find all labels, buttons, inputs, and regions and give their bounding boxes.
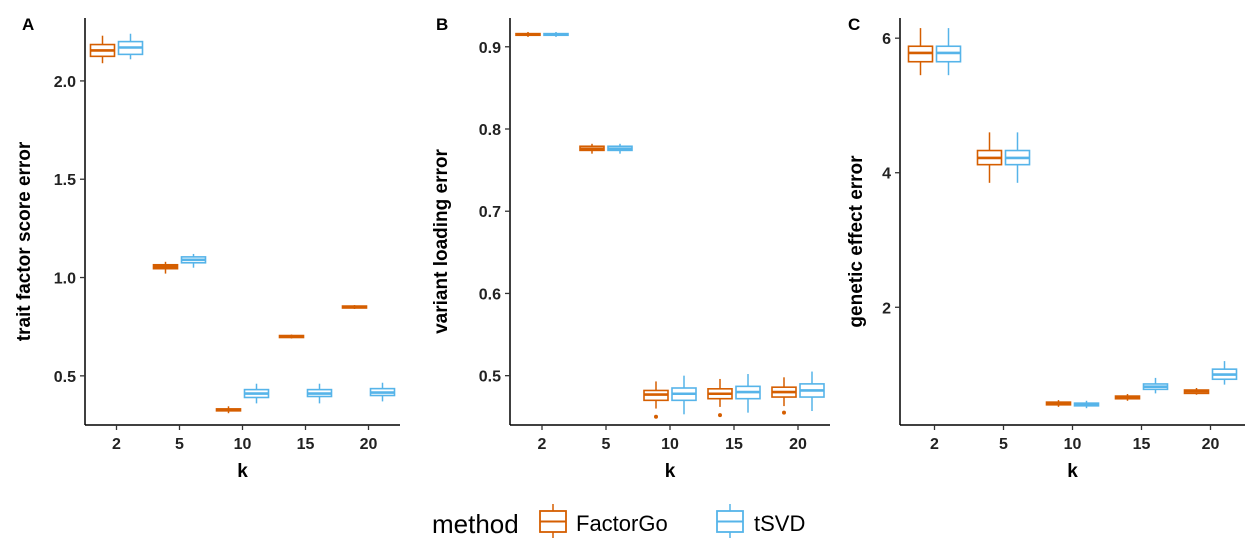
box-tsvd-k20 xyxy=(799,371,825,412)
box-tsvd-k20 xyxy=(1211,361,1238,385)
x-tick-label: 15 xyxy=(297,436,315,453)
box-factorgo-k15 xyxy=(278,334,305,339)
box-tsvd-k5 xyxy=(180,253,207,268)
x-tick-label: 5 xyxy=(602,436,611,453)
y-tick-label: 2 xyxy=(882,300,891,317)
panel-letter: B xyxy=(436,15,448,34)
box-factorgo-k2 xyxy=(89,35,116,64)
x-tick-label: 2 xyxy=(538,436,547,453)
y-tick-label: 1.5 xyxy=(54,172,76,189)
y-tick-label: 2.0 xyxy=(54,74,76,91)
y-tick-label: 0.9 xyxy=(479,40,501,57)
x-tick-label: 10 xyxy=(661,436,679,453)
y-tick-label: 0.5 xyxy=(54,369,76,386)
legend-item-factorgo: FactorGo xyxy=(539,504,668,538)
x-tick-label: 15 xyxy=(725,436,743,453)
legend: method FactorGo tSVD xyxy=(432,504,805,539)
x-tick-label: 15 xyxy=(1133,436,1151,453)
box-factorgo-k2 xyxy=(907,28,934,76)
box-factorgo-k20 xyxy=(771,377,797,415)
box-factorgo-k20 xyxy=(1183,388,1210,395)
x-tick-label: 10 xyxy=(234,436,252,453)
x-axis-title: k xyxy=(1067,461,1078,482)
box-tsvd-k10 xyxy=(243,383,270,404)
outlier-point xyxy=(654,414,658,419)
box-factorgo-k5 xyxy=(152,261,179,274)
legend-title: method xyxy=(432,509,519,539)
box-factorgo-k10 xyxy=(1045,400,1072,407)
y-tick-label: 0.5 xyxy=(479,369,501,386)
box-factorgo-k5 xyxy=(579,143,605,154)
y-tick-label: 0.6 xyxy=(479,286,501,303)
outlier-point xyxy=(782,410,786,415)
x-tick-label: 20 xyxy=(360,436,378,453)
box-factorgo-k2 xyxy=(515,31,541,37)
x-tick-label: 20 xyxy=(1202,436,1220,453)
box-tsvd-k15 xyxy=(306,383,333,404)
box-factorgo-k20 xyxy=(341,305,368,309)
y-tick-label: 1.0 xyxy=(54,271,76,288)
outlier-point xyxy=(718,413,722,418)
box-tsvd-k5 xyxy=(1004,132,1031,183)
box-factorgo-k10 xyxy=(215,406,242,414)
box-tsvd-k10 xyxy=(671,375,697,415)
panel-letter: A xyxy=(22,15,34,34)
panel-c: C 2 4 6 2 5 10 15 20 k genetic effect error xyxy=(846,15,1245,482)
y-axis-title: trait factor score error xyxy=(14,141,35,341)
box-factorgo-k5 xyxy=(976,132,1003,183)
x-axis-title: k xyxy=(665,461,676,482)
legend-item-tsvd: tSVD xyxy=(716,504,805,538)
x-tick-label: 2 xyxy=(112,436,121,453)
box-factorgo-k10 xyxy=(643,381,669,419)
legend-label-factorgo: FactorGo xyxy=(576,511,668,536)
legend-key-tsvd xyxy=(716,504,744,538)
panel-b: B 0.5 0.6 0.7 0.8 0.9 2 5 10 15 20 k variant loading… xyxy=(431,15,830,482)
box-tsvd-k2 xyxy=(935,28,962,76)
y-tick-label: 0.8 xyxy=(479,122,501,139)
panel-a: A 0.5 1.0 1.5 2.0 2 5 10 15 20 k trait factor score… xyxy=(14,15,400,482)
box-factorgo-k15 xyxy=(707,378,733,418)
y-axis-title: variant loading error xyxy=(431,149,452,334)
box-tsvd-k2 xyxy=(543,31,569,37)
box-tsvd-k2 xyxy=(117,33,144,60)
legend-key-factorgo xyxy=(539,504,567,538)
panel-letter: C xyxy=(848,15,860,34)
box-factorgo-k15 xyxy=(1114,394,1141,401)
legend-label-tsvd: tSVD xyxy=(754,511,805,536)
x-tick-label: 2 xyxy=(930,436,939,453)
box-tsvd-k20 xyxy=(369,382,396,402)
x-tick-label: 10 xyxy=(1064,436,1082,453)
y-tick-label: 0.7 xyxy=(479,204,501,221)
y-tick-label: 6 xyxy=(882,31,891,48)
box-tsvd-k15 xyxy=(735,374,761,413)
x-tick-label: 20 xyxy=(789,436,807,453)
box-tsvd-k15 xyxy=(1142,377,1169,394)
y-axis-title: genetic effect error xyxy=(846,155,867,328)
box-tsvd-k5 xyxy=(607,143,633,154)
panels-layer: A 0.5 1.0 1.5 2.0 2 5 10 15 20 k trait factor score… xyxy=(14,15,1245,482)
x-axis-title: k xyxy=(237,461,248,482)
y-tick-label: 4 xyxy=(882,166,891,183)
x-tick-label: 5 xyxy=(999,436,1008,453)
x-tick-label: 5 xyxy=(175,436,184,453)
box-tsvd-k10 xyxy=(1073,400,1100,409)
